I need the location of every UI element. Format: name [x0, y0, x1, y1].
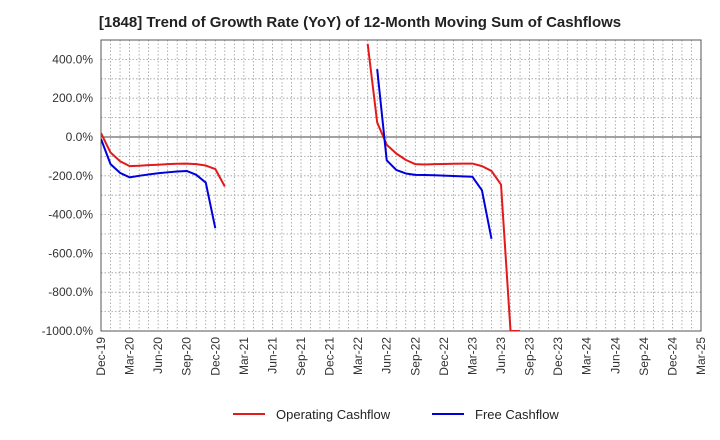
operating-cashflow-line: [101, 132, 226, 187]
grid-layer: [100, 40, 702, 331]
operating-cashflow-line: [366, 43, 521, 331]
y-tick-label: -1000.0%: [42, 324, 94, 338]
x-tick-label: Dec-23: [551, 337, 565, 376]
x-tick-label: Mar-25: [694, 337, 708, 375]
axis-layer: 400.0% 200.0% 0.0% -200.0% -400.0% -600.0% -80…: [42, 39, 708, 376]
x-tick-label: Mar-21: [237, 337, 251, 375]
x-tick-label: Sep-21: [294, 337, 308, 376]
series-layer: [101, 43, 521, 331]
x-tick-label: Sep-20: [180, 337, 194, 376]
x-tick-label: Mar-23: [465, 337, 479, 375]
x-tick-label: Dec-19: [94, 337, 108, 376]
x-tick-label: Jun-24: [608, 337, 622, 374]
x-tick-label: Dec-22: [437, 337, 451, 376]
x-tick-label: Jun-23: [494, 337, 508, 374]
free-cashflow-line: [101, 138, 217, 229]
legend-label: Operating Cashflow: [276, 407, 391, 422]
x-tick-label: Dec-24: [665, 337, 679, 376]
chart-title: [1848] Trend of Growth Rate (YoY) of 12-…: [98, 14, 622, 31]
x-tick-label: Sep-22: [408, 337, 422, 376]
y-tick-label: -200.0%: [48, 169, 93, 183]
y-tick-label: 400.0%: [52, 52, 93, 66]
plot-frame: [100, 39, 702, 332]
legend: Operating Cashflow Free Cashflow: [233, 407, 559, 422]
x-tick-label: Mar-22: [351, 337, 365, 375]
x-tick-label: Jun-20: [151, 337, 165, 374]
x-tick-label: Dec-21: [323, 337, 337, 376]
free-cashflow-line: [376, 68, 493, 240]
x-tick-label: Mar-20: [123, 337, 137, 375]
y-tick-label: 200.0%: [52, 91, 93, 105]
y-tick-label: 0.0%: [66, 130, 94, 144]
x-tick-label: Jun-22: [380, 337, 394, 374]
x-tick-label: Dec-20: [208, 337, 222, 376]
y-tick-label: -800.0%: [48, 285, 93, 299]
x-tick-label: Sep-24: [637, 337, 651, 376]
x-tick-label: Mar-24: [580, 337, 594, 375]
legend-label: Free Cashflow: [475, 407, 559, 422]
y-tick-label: -600.0%: [48, 246, 93, 260]
x-tick-label: Sep-23: [523, 337, 537, 376]
x-tick-label: Jun-21: [265, 337, 279, 374]
y-tick-label: -400.0%: [48, 208, 93, 222]
